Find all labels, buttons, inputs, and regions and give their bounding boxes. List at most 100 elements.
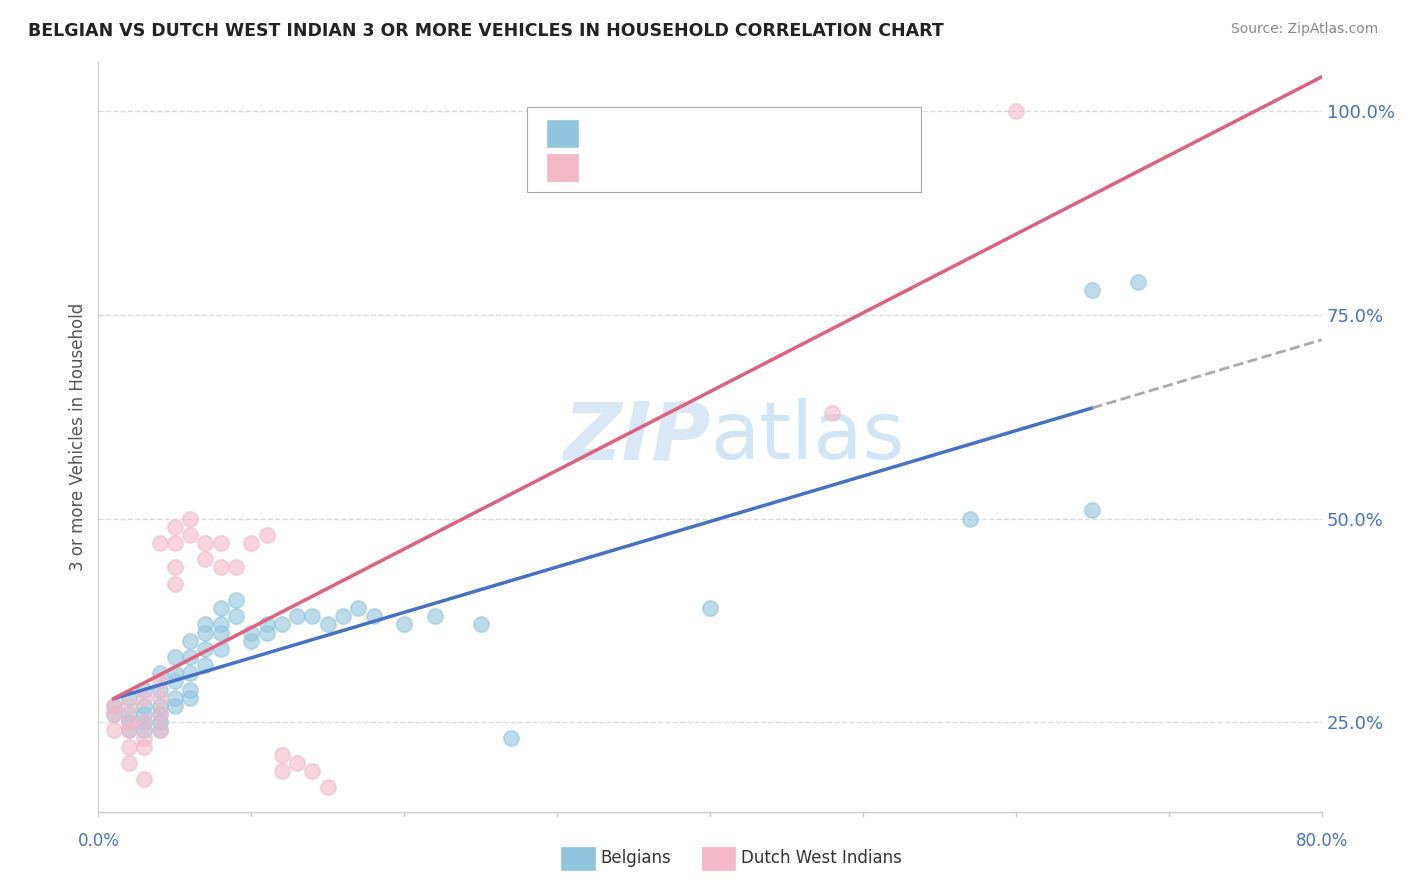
Point bbox=[470, 617, 492, 632]
Point bbox=[1004, 104, 1026, 119]
Point bbox=[209, 560, 232, 574]
Text: ZIP: ZIP bbox=[562, 398, 710, 476]
Point bbox=[134, 739, 156, 754]
Point bbox=[149, 715, 172, 730]
Point bbox=[194, 641, 217, 656]
Point bbox=[179, 650, 201, 665]
Point bbox=[118, 715, 141, 730]
Point bbox=[270, 764, 292, 778]
Point bbox=[163, 576, 186, 591]
Y-axis label: 3 or more Vehicles in Household: 3 or more Vehicles in Household bbox=[69, 303, 87, 571]
Point bbox=[209, 601, 232, 615]
Text: N = 38: N = 38 bbox=[787, 159, 851, 177]
Point bbox=[103, 706, 125, 721]
Point bbox=[959, 511, 981, 525]
Point bbox=[134, 772, 156, 786]
Point bbox=[256, 625, 278, 640]
Point bbox=[134, 698, 156, 713]
Point bbox=[256, 528, 278, 542]
Point bbox=[149, 536, 172, 550]
Point bbox=[103, 698, 125, 713]
Point bbox=[225, 609, 247, 624]
Point bbox=[423, 609, 446, 624]
Point bbox=[179, 528, 201, 542]
Point bbox=[1128, 276, 1150, 290]
Text: R =  0.513: R = 0.513 bbox=[583, 125, 679, 143]
Point bbox=[256, 617, 278, 632]
Point bbox=[285, 609, 308, 624]
Point bbox=[209, 617, 232, 632]
Text: BELGIAN VS DUTCH WEST INDIAN 3 OR MORE VEHICLES IN HOUSEHOLD CORRELATION CHART: BELGIAN VS DUTCH WEST INDIAN 3 OR MORE V… bbox=[28, 22, 943, 40]
Point bbox=[134, 715, 156, 730]
Point bbox=[194, 536, 217, 550]
Point bbox=[209, 641, 232, 656]
Point bbox=[194, 658, 217, 673]
Point bbox=[118, 723, 141, 738]
Point bbox=[149, 706, 172, 721]
Point bbox=[118, 723, 141, 738]
Point bbox=[225, 593, 247, 607]
Point bbox=[363, 609, 385, 624]
Point bbox=[179, 690, 201, 705]
Point bbox=[149, 698, 172, 713]
Text: atlas: atlas bbox=[710, 398, 904, 476]
Point bbox=[194, 625, 217, 640]
Point bbox=[179, 666, 201, 681]
Point bbox=[103, 706, 125, 721]
Point bbox=[240, 625, 263, 640]
Point bbox=[149, 690, 172, 705]
Point bbox=[118, 715, 141, 730]
Point bbox=[163, 698, 186, 713]
Point bbox=[149, 723, 172, 738]
Point bbox=[163, 650, 186, 665]
Point bbox=[1081, 503, 1104, 517]
Point bbox=[163, 674, 186, 689]
Text: Belgians: Belgians bbox=[600, 849, 671, 867]
Point bbox=[285, 756, 308, 770]
Text: R =  0.825: R = 0.825 bbox=[583, 159, 679, 177]
Text: 80.0%: 80.0% bbox=[1295, 832, 1348, 850]
Point bbox=[118, 756, 141, 770]
Point bbox=[149, 706, 172, 721]
Point bbox=[118, 698, 141, 713]
Point bbox=[821, 406, 844, 420]
Point bbox=[347, 601, 370, 615]
Point bbox=[270, 617, 292, 632]
Point bbox=[240, 633, 263, 648]
Point bbox=[149, 666, 172, 681]
Point bbox=[163, 560, 186, 574]
Text: Source: ZipAtlas.com: Source: ZipAtlas.com bbox=[1230, 22, 1378, 37]
Point bbox=[1081, 284, 1104, 298]
Point bbox=[163, 690, 186, 705]
Text: N = 54: N = 54 bbox=[787, 125, 851, 143]
Point bbox=[316, 780, 339, 795]
Point bbox=[134, 706, 156, 721]
Point bbox=[179, 682, 201, 697]
Point bbox=[332, 609, 354, 624]
Point bbox=[134, 723, 156, 738]
Point bbox=[118, 739, 141, 754]
Point bbox=[134, 715, 156, 730]
Point bbox=[392, 617, 416, 632]
Point bbox=[134, 690, 156, 705]
Point bbox=[225, 560, 247, 574]
Point bbox=[149, 682, 172, 697]
Point bbox=[179, 511, 201, 525]
Point bbox=[209, 536, 232, 550]
Point bbox=[301, 609, 323, 624]
Text: 0.0%: 0.0% bbox=[77, 832, 120, 850]
Point bbox=[699, 601, 721, 615]
Point bbox=[163, 666, 186, 681]
Point bbox=[149, 723, 172, 738]
Point bbox=[163, 519, 186, 533]
Point bbox=[240, 536, 263, 550]
Point bbox=[134, 731, 156, 746]
Point bbox=[163, 536, 186, 550]
Point bbox=[316, 617, 339, 632]
Point bbox=[149, 674, 172, 689]
Text: Dutch West Indians: Dutch West Indians bbox=[741, 849, 901, 867]
Point bbox=[134, 682, 156, 697]
Point bbox=[501, 731, 523, 746]
Point bbox=[103, 723, 125, 738]
Point bbox=[194, 552, 217, 566]
